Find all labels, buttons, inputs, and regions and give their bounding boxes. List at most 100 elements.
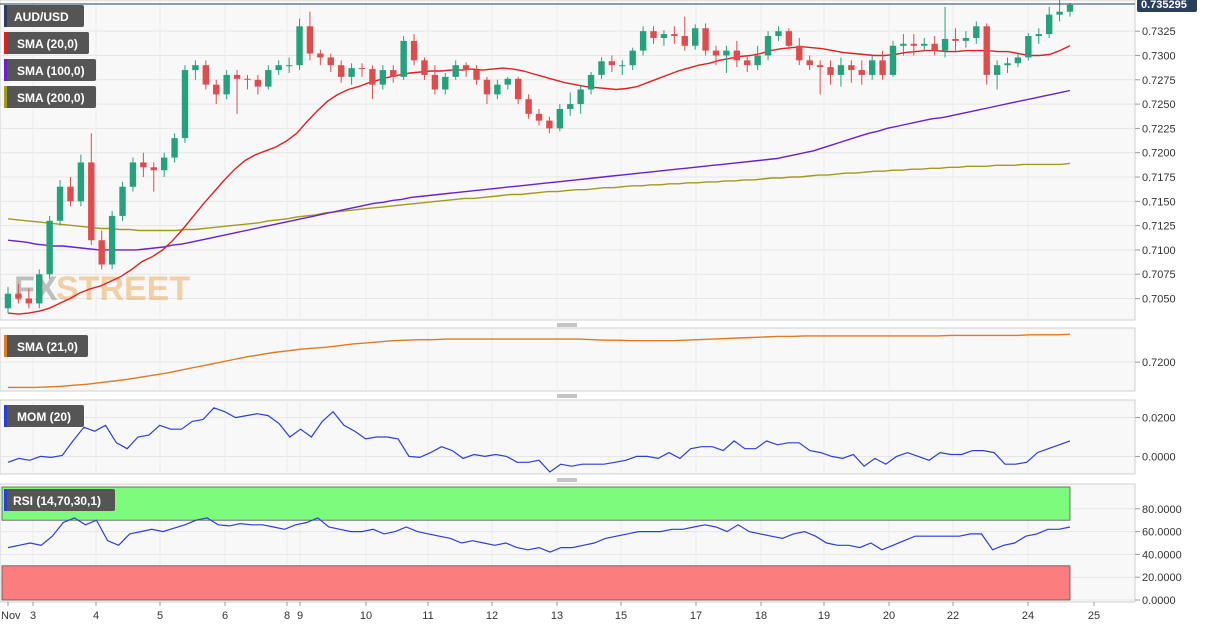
x-tick-label: 24 bbox=[1022, 610, 1034, 622]
x-tick-label: 4 bbox=[93, 610, 99, 622]
current-price-value: 0.735295 bbox=[1141, 0, 1187, 11]
candle-body bbox=[4, 293, 12, 309]
panel-splitter-1[interactable] bbox=[557, 323, 577, 327]
momentum-line bbox=[7, 407, 1071, 473]
fxstreet-watermark: FX STREET bbox=[14, 270, 190, 308]
y-tick-label: 0.7200 bbox=[1142, 148, 1176, 160]
candle-body bbox=[629, 50, 636, 66]
candle-body bbox=[775, 31, 782, 37]
legend-sma20[interactable]: SMA (20,0) bbox=[4, 32, 89, 54]
candle-body bbox=[462, 65, 470, 71]
candle-body bbox=[712, 50, 720, 56]
panel-splitter-3[interactable] bbox=[557, 478, 577, 482]
candle-body bbox=[25, 298, 33, 304]
candle-body bbox=[46, 220, 53, 275]
candle-body bbox=[504, 78, 511, 85]
candle-body bbox=[983, 26, 990, 75]
candle-body bbox=[442, 76, 449, 90]
candle-body bbox=[285, 65, 293, 67]
legend-rsi[interactable]: RSI (14,70,30,1) bbox=[4, 489, 115, 511]
watermark-fx: FX bbox=[14, 270, 58, 308]
candle-body bbox=[556, 108, 564, 129]
candle-body bbox=[171, 138, 178, 158]
candle-body bbox=[160, 157, 168, 171]
candle-body bbox=[88, 162, 95, 241]
sma21-panel bbox=[0, 327, 1136, 392]
legend-sma21-label: SMA (21,0) bbox=[17, 340, 78, 354]
candle-body bbox=[535, 113, 543, 121]
candle-body bbox=[525, 99, 532, 114]
x-tick-label: 22 bbox=[947, 610, 959, 622]
mom-panel bbox=[0, 399, 1136, 475]
y-tick-label: 0.0000 bbox=[1142, 595, 1176, 607]
candle-body bbox=[546, 120, 553, 129]
candle-body bbox=[296, 26, 303, 66]
candle-body bbox=[858, 70, 865, 75]
candle-body bbox=[889, 45, 897, 75]
candle-body bbox=[181, 70, 189, 139]
candle-body bbox=[733, 50, 741, 61]
candle-body bbox=[129, 162, 137, 187]
candle-body bbox=[77, 162, 85, 202]
y-tick-label: 0.7150 bbox=[1142, 196, 1176, 208]
candle-body bbox=[598, 61, 605, 75]
sma21-line bbox=[8, 333, 1071, 389]
candle-body bbox=[723, 50, 730, 56]
candle-body bbox=[56, 186, 64, 221]
sma100-series bbox=[7, 89, 1071, 251]
candle-body bbox=[973, 26, 980, 38]
y-tick-label: 0.7075 bbox=[1142, 269, 1176, 281]
candle-body bbox=[15, 293, 22, 299]
candle-body bbox=[577, 89, 584, 105]
x-axis-labels: Nov 3 4 5 6 8 9 10 11 12 13 15 17 18 19 20 22 24 25 bbox=[1, 610, 1100, 622]
candle-body bbox=[473, 70, 480, 80]
candle-body bbox=[213, 84, 220, 95]
candle-body bbox=[639, 31, 647, 51]
candle-body bbox=[744, 60, 751, 66]
candle-body bbox=[202, 65, 210, 85]
candle-body bbox=[400, 40, 407, 77]
legend-sma100[interactable]: SMA (100,0) bbox=[4, 59, 96, 81]
candle-body bbox=[650, 31, 657, 38]
x-tick-label: 25 bbox=[1088, 610, 1100, 622]
rsi-series bbox=[7, 517, 1071, 553]
candle-body bbox=[879, 60, 886, 75]
candlesticks bbox=[4, 0, 1074, 314]
candle-body bbox=[941, 38, 949, 51]
legend-mom-label: MOM (20) bbox=[17, 410, 71, 424]
legend-mom[interactable]: MOM (20) bbox=[4, 405, 84, 427]
candle-body bbox=[108, 215, 116, 265]
candle-body bbox=[223, 74, 230, 95]
legend-aud-usd-label: AUD/USD bbox=[14, 10, 69, 24]
watermark-street: STREET bbox=[56, 270, 190, 308]
candle-body bbox=[483, 79, 491, 95]
y-tick-label: 0.7225 bbox=[1142, 123, 1176, 135]
x-tick-label: 15 bbox=[615, 610, 627, 622]
y-tick-label: 0.7175 bbox=[1142, 172, 1176, 184]
candle-body bbox=[962, 37, 970, 41]
candle-body bbox=[848, 65, 855, 71]
legend-aud-usd[interactable]: AUD/USD bbox=[4, 5, 84, 27]
sma200-series bbox=[7, 162, 1071, 232]
sma21-series bbox=[8, 333, 1071, 389]
x-tick-label: 5 bbox=[157, 610, 163, 622]
legend-sma21[interactable]: SMA (21,0) bbox=[4, 335, 88, 357]
candle-body bbox=[369, 69, 376, 85]
x-tick-label: 11 bbox=[422, 610, 433, 622]
sma200-line bbox=[7, 162, 1071, 232]
candle-body bbox=[514, 78, 522, 100]
rsi-line bbox=[7, 517, 1071, 553]
candle-body bbox=[150, 167, 157, 171]
x-tick-label: 6 bbox=[222, 610, 228, 622]
legend-rsi-label: RSI (14,70,30,1) bbox=[13, 494, 101, 508]
candle-body bbox=[337, 65, 345, 77]
legend-sma200[interactable]: SMA (200,0) bbox=[4, 86, 96, 108]
candle-body bbox=[317, 53, 324, 58]
x-tick-label: 3 bbox=[30, 610, 36, 622]
y-tick-label: 0.7275 bbox=[1142, 75, 1176, 87]
candle-body bbox=[1025, 36, 1032, 58]
candle-body bbox=[254, 79, 262, 87]
y-tick-label: 0.7050 bbox=[1142, 294, 1176, 306]
panel-splitter-2[interactable] bbox=[557, 394, 577, 398]
